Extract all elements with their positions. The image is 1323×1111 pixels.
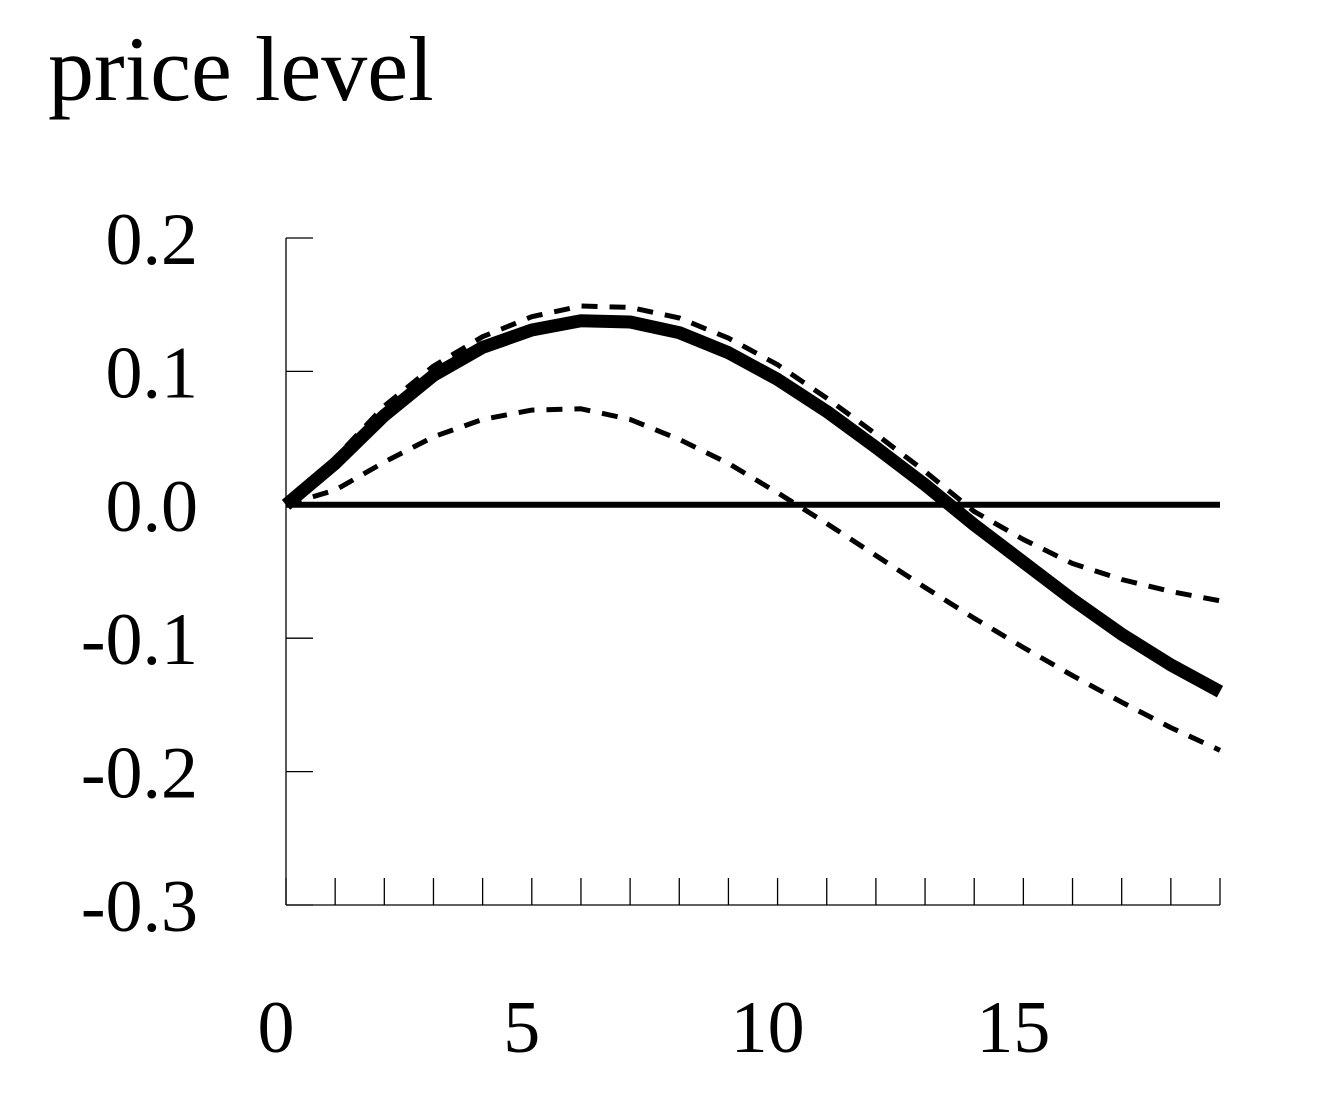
y-tick-labels: 0.2 0.1 0.0 -0.1 -0.2 -0.3 [81, 199, 198, 948]
x-tick-label: 5 [503, 987, 540, 1069]
y-tick-label: 0.1 [106, 332, 199, 414]
series-line-3 [285, 406, 1222, 753]
x-tick-labels: 0 5 10 15 [258, 987, 1051, 1069]
y-tick-label: -0.2 [81, 733, 198, 815]
series-layer [281, 303, 1224, 753]
chart-axes [285, 237, 1221, 906]
x-tick-label: 10 [731, 987, 805, 1069]
y-tick-label: -0.1 [81, 599, 198, 681]
x-tick-label: 15 [976, 987, 1050, 1069]
y-tick-label: 0.2 [106, 199, 199, 281]
y-tick-label: 0.0 [106, 466, 199, 548]
series-line-2 [284, 303, 1221, 604]
y-tick-label: -0.3 [81, 866, 198, 948]
series-line-1 [281, 314, 1224, 698]
chart-title: price level [48, 18, 434, 120]
x-tick-label: 0 [258, 987, 295, 1069]
